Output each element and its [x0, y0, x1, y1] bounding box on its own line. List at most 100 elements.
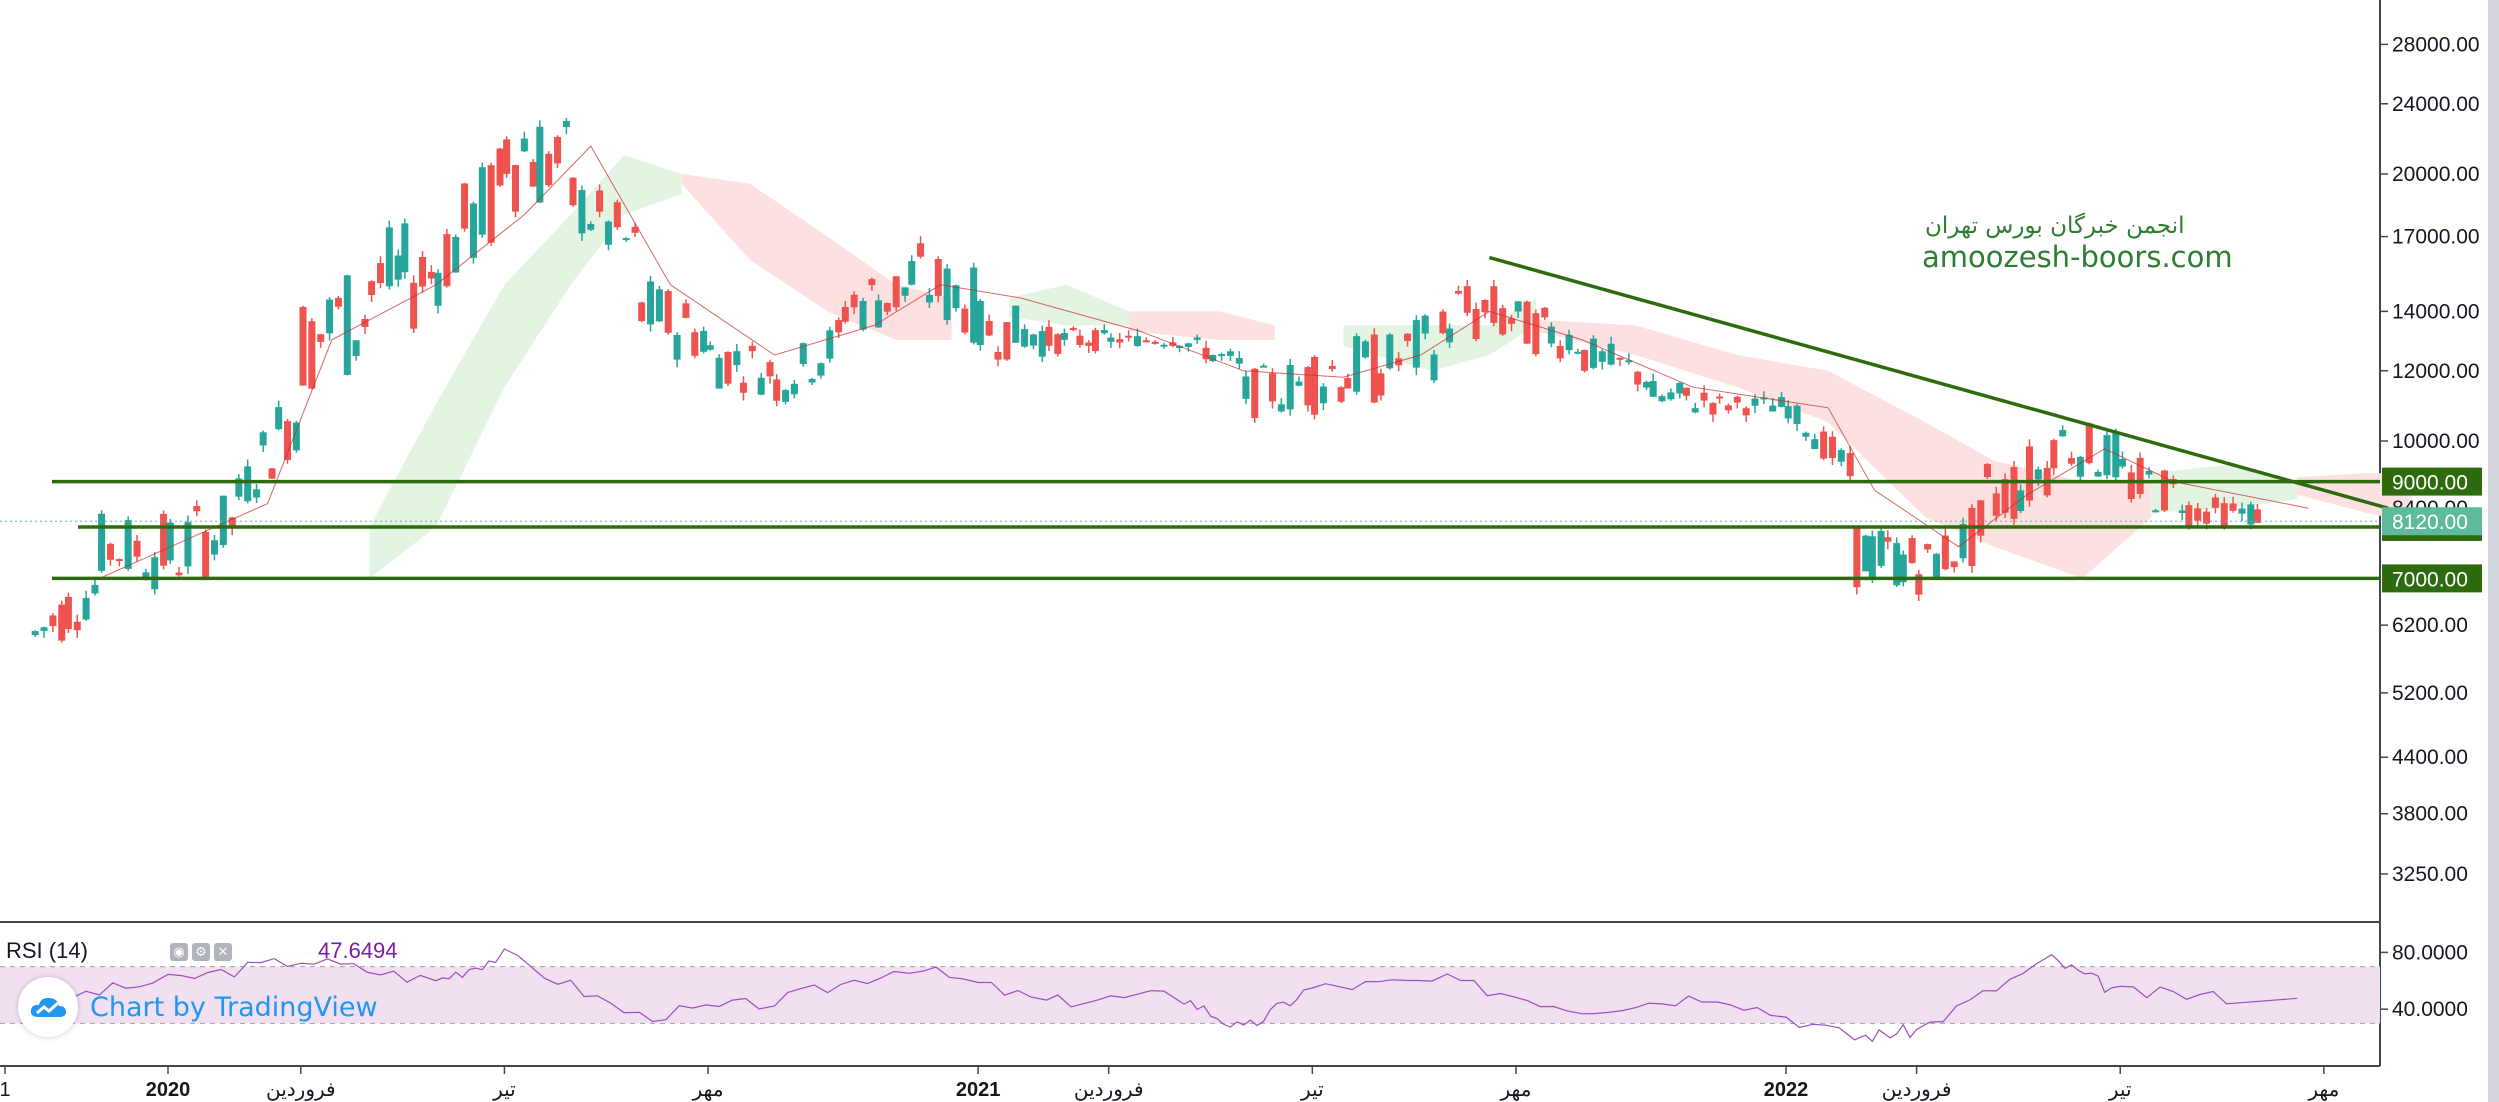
candle-body	[943, 268, 951, 321]
candle-body	[1716, 396, 1724, 399]
candle-body	[1421, 315, 1429, 334]
candle-body	[976, 300, 984, 346]
cloud-bull	[1009, 284, 1129, 326]
rsi-title[interactable]: RSI (14)	[6, 938, 88, 963]
tradingview-cloud-icon	[18, 977, 78, 1037]
candle-body	[1242, 376, 1250, 399]
candle-body	[1899, 554, 1907, 583]
level-price-label: 9000.00	[2392, 472, 2468, 495]
candle-body	[166, 522, 174, 561]
candle-body	[875, 300, 883, 328]
candle-body	[1598, 351, 1606, 362]
price-tick-label: 28000.00	[2392, 33, 2480, 56]
watermark-url: amoozesh-boors.com	[1922, 240, 2233, 274]
candle-body	[682, 303, 690, 318]
candle-body	[859, 300, 867, 330]
time-tick-label: مهر	[1499, 1079, 1531, 1101]
candle-body	[1532, 313, 1540, 355]
candle-body	[613, 202, 621, 228]
candle-body	[1751, 398, 1759, 406]
candle-body	[1778, 397, 1786, 407]
candle-body	[554, 136, 562, 164]
time-tick-label: مهر	[2307, 1079, 2339, 1101]
candles	[31, 118, 2261, 643]
eye-icon[interactable]: ◉	[170, 943, 188, 961]
price-tick-label: 10000.00	[2392, 430, 2480, 453]
candle-body	[106, 543, 114, 560]
candle-body	[826, 330, 834, 359]
candle-body	[1193, 337, 1201, 340]
candle-body	[2085, 423, 2093, 464]
candle-body	[1386, 334, 1394, 369]
candle-body	[925, 294, 933, 303]
trendline[interactable]	[1488, 255, 2389, 510]
candle-body	[1983, 464, 1991, 478]
candle-body	[1268, 373, 1276, 402]
candle-body	[1868, 536, 1876, 578]
candle-body	[2127, 472, 2135, 500]
price-tick-label: 14000.00	[2392, 300, 2480, 323]
candle-body	[1691, 408, 1699, 413]
time-tick-label: فروردین	[1882, 1079, 1952, 1101]
candle-body	[587, 223, 595, 230]
candle-body	[2229, 503, 2237, 511]
candle-body	[160, 513, 168, 566]
candle-body	[868, 279, 876, 286]
price-tick-label: 6200.00	[2392, 614, 2468, 637]
candle-body	[503, 139, 511, 174]
candle-body	[655, 289, 663, 322]
candle-body	[496, 148, 504, 186]
cloud-bear	[1128, 311, 1275, 340]
candle-body	[2103, 435, 2111, 476]
candle-body	[1454, 290, 1462, 294]
candle-body	[115, 559, 123, 562]
candle-body	[419, 256, 427, 287]
rsi-band	[0, 966, 2380, 1024]
candle-body	[2001, 479, 2009, 513]
candle-body	[452, 236, 460, 273]
candle-body	[1950, 561, 1958, 568]
candle-body	[1643, 381, 1651, 388]
candle-body	[952, 285, 960, 309]
cloud-bull	[369, 155, 682, 579]
candle-body	[1160, 344, 1168, 347]
time-tick-label: تیر	[492, 1079, 516, 1101]
candle-body	[64, 596, 72, 630]
candle-body	[808, 378, 816, 383]
candle-body	[536, 126, 544, 203]
price-tick-label: 17000.00	[2392, 226, 2480, 249]
tradingview-attribution[interactable]: Chart by TradingView	[18, 977, 378, 1037]
candle-body	[1547, 326, 1555, 344]
candle-body	[569, 177, 577, 206]
candle-body	[2160, 470, 2168, 511]
candle-body	[691, 332, 699, 356]
candle-body	[1893, 543, 1901, 586]
rsi-current-value: 47.6494	[318, 938, 398, 963]
candle-body	[1463, 286, 1471, 313]
gear-icon[interactable]: ⚙	[192, 943, 210, 961]
candle-body	[210, 540, 218, 555]
price-tick-label: 24000.00	[2392, 93, 2480, 116]
candle-body	[368, 281, 376, 296]
candle-body	[2185, 505, 2193, 527]
right-scrollbar[interactable]	[2488, 0, 2499, 1102]
candle-body	[175, 572, 183, 576]
candle-body	[1260, 365, 1268, 368]
candle-body	[1802, 432, 1810, 437]
candle-body	[1412, 320, 1420, 368]
candle-body	[1589, 338, 1597, 368]
candle-body	[985, 321, 993, 336]
close-icon[interactable]: ✕	[214, 943, 232, 961]
candle-body	[970, 267, 978, 343]
candle-body	[124, 519, 132, 569]
candle-body	[1100, 330, 1108, 334]
candle-body	[1012, 305, 1020, 343]
candle-body	[1054, 334, 1062, 354]
candle-body	[1682, 387, 1690, 396]
candle-body	[733, 351, 741, 366]
candle-body	[1176, 346, 1184, 349]
candle-body	[1581, 349, 1589, 371]
candle-body	[1828, 436, 1836, 459]
